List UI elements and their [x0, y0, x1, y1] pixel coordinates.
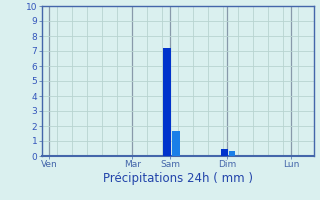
Bar [221, 148, 228, 156]
Bar [172, 131, 180, 156]
X-axis label: Précipitations 24h ( mm ): Précipitations 24h ( mm ) [103, 172, 252, 185]
Bar [228, 151, 236, 156]
Bar [163, 48, 171, 156]
